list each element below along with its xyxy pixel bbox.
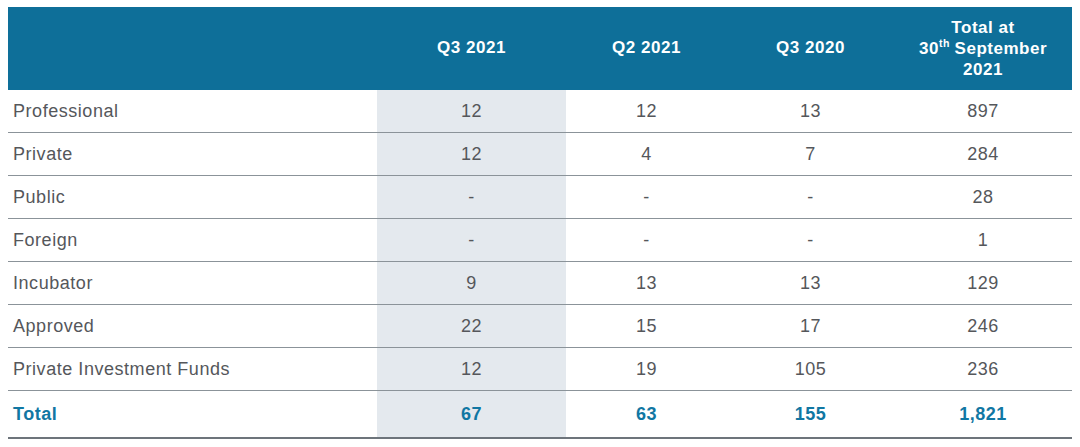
total-row-label: Total [8, 391, 377, 439]
column-header-q3-2020: Q3 2020 [727, 7, 894, 90]
report-page: Q3 2021 Q2 2021 Q3 2020 Total at 30th Sep… [0, 0, 1080, 447]
table-row-incubator: Incubator 9 13 13 129 [8, 262, 1072, 305]
table-cell: - [377, 176, 566, 219]
table-cell: 236 [894, 348, 1072, 391]
table-row-foreign: Foreign - - - 1 [8, 219, 1072, 262]
total-cell: 63 [566, 391, 727, 439]
table-cell: 1 [894, 219, 1072, 262]
header-row: Q3 2021 Q2 2021 Q3 2020 Total at 30th Sep… [8, 7, 1072, 90]
table-cell: 12 [377, 133, 566, 176]
table-row-private: Private 12 4 7 284 [8, 133, 1072, 176]
table-cell: 9 [377, 262, 566, 305]
table-cell: 12 [377, 348, 566, 391]
total-header-line1: Total at [898, 17, 1068, 38]
table-cell: 12 [377, 90, 566, 133]
table-row-professional: Professional 12 12 13 897 [8, 90, 1072, 133]
table-cell: 7 [727, 133, 894, 176]
table-cell: 4 [566, 133, 727, 176]
table-cell: 897 [894, 90, 1072, 133]
row-label: Professional [8, 90, 377, 133]
total-header-line3: 2021 [898, 59, 1068, 80]
total-cell: 155 [727, 391, 894, 439]
table-cell: 15 [566, 305, 727, 348]
table-cell: 19 [566, 348, 727, 391]
row-label: Public [8, 176, 377, 219]
table-cell: 105 [727, 348, 894, 391]
table-cell: 284 [894, 133, 1072, 176]
table-cell: 129 [894, 262, 1072, 305]
table-row-private-investment-funds: Private Investment Funds 12 19 105 236 [8, 348, 1072, 391]
total-header-day: 30 [919, 39, 939, 58]
table-cell: - [566, 176, 727, 219]
row-label: Approved [8, 305, 377, 348]
table-cell: - [727, 176, 894, 219]
table-cell: 28 [894, 176, 1072, 219]
row-label: Foreign [8, 219, 377, 262]
funds-statistics-table: Q3 2021 Q2 2021 Q3 2020 Total at 30th Sep… [8, 7, 1072, 439]
table-cell: 13 [727, 262, 894, 305]
table-cell: 13 [566, 262, 727, 305]
table-cell: - [566, 219, 727, 262]
column-header-q2-2021: Q2 2021 [566, 7, 727, 90]
total-cell: 1,821 [894, 391, 1072, 439]
table-row-total: Total 67 63 155 1,821 [8, 391, 1072, 439]
row-label: Private Investment Funds [8, 348, 377, 391]
table-cell: - [727, 219, 894, 262]
table-cell: 22 [377, 305, 566, 348]
column-header-total: Total at 30th September 2021 [894, 7, 1072, 90]
total-cell: 67 [377, 391, 566, 439]
row-label: Private [8, 133, 377, 176]
column-header-empty [8, 7, 377, 90]
total-header-line2: 30th September [898, 38, 1068, 59]
table-row-approved: Approved 22 15 17 246 [8, 305, 1072, 348]
table-cell: 246 [894, 305, 1072, 348]
table-cell: 13 [727, 90, 894, 133]
ordinal-suffix: th [939, 37, 950, 49]
table-cell: 12 [566, 90, 727, 133]
row-label: Incubator [8, 262, 377, 305]
column-header-q3-2021: Q3 2021 [377, 7, 566, 90]
table-cell: 17 [727, 305, 894, 348]
total-header-month: September [955, 39, 1047, 58]
table-cell: - [377, 219, 566, 262]
table-row-public: Public - - - 28 [8, 176, 1072, 219]
